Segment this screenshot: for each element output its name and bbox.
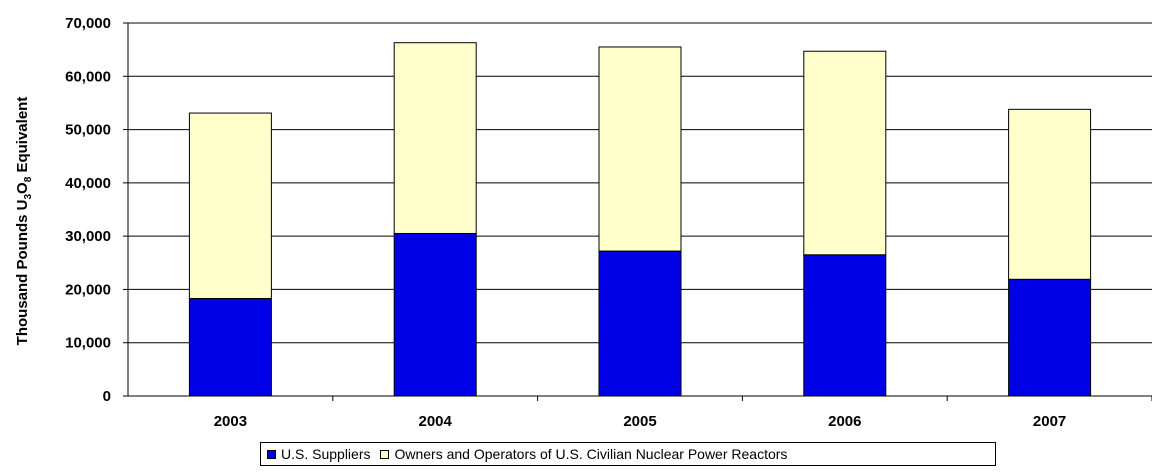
x-tick-label-2007: 2007 xyxy=(1033,413,1066,430)
bar-2007-series-0 xyxy=(1008,278,1092,397)
bar-2004-series-1 xyxy=(393,42,477,234)
y-tick-label-10000: 10,000 xyxy=(65,335,111,352)
x-tick-labels: 2003 2004 2005 2006 2007 xyxy=(214,413,1067,430)
y-tick-label-20000: 20,000 xyxy=(65,281,111,298)
bar-2007-series-1 xyxy=(1008,108,1092,280)
legend-label-owners-operators: Owners and Operators of U.S. Civilian Nu… xyxy=(394,446,788,462)
bar-2005-series-1 xyxy=(598,46,682,252)
x-tick-label-2004: 2004 xyxy=(419,413,453,430)
legend-swatch-owners-operators xyxy=(380,449,390,459)
x-tick-label-2003: 2003 xyxy=(214,413,247,430)
legend-item-us-suppliers: U.S. Suppliers xyxy=(267,446,370,462)
y-tick-labels: 0 10,000 20,000 30,000 40,000 50,000 60,000 70,… xyxy=(65,15,111,405)
axes xyxy=(123,22,1152,401)
legend-item-owners-operators: Owners and Operators of U.S. Civilian Nu… xyxy=(380,446,787,462)
legend-label-us-suppliers: U.S. Suppliers xyxy=(281,446,371,462)
bars xyxy=(188,42,1092,397)
y-tick-label-50000: 50,000 xyxy=(65,122,111,139)
bar-2005-series-0 xyxy=(598,250,682,397)
bar-2006-series-1 xyxy=(803,50,887,256)
y-axis-title: Thousand Pounds U3O8 Equivalent xyxy=(14,97,34,346)
y-tick-label-40000: 40,000 xyxy=(65,175,111,192)
bar-2006-series-0 xyxy=(803,254,887,397)
x-tick-label-2006: 2006 xyxy=(828,413,861,430)
chart: 0 10,000 20,000 30,000 40,000 50,000 60,000 70,… xyxy=(14,15,1152,430)
legend-swatch-us-suppliers xyxy=(267,449,276,459)
y-tick-label-0: 0 xyxy=(103,388,111,405)
y-tick-label-60000: 60,000 xyxy=(65,68,111,85)
y-tick-label-30000: 30,000 xyxy=(65,228,111,245)
bar-2003-series-1 xyxy=(188,112,272,299)
y-tick-label-70000: 70,000 xyxy=(65,15,111,32)
bar-2004-series-0 xyxy=(393,232,477,397)
legend: U.S. Suppliers Owners and Operators of U… xyxy=(260,442,996,466)
x-tick-label-2005: 2005 xyxy=(623,413,656,430)
bar-2003-series-0 xyxy=(188,297,272,397)
